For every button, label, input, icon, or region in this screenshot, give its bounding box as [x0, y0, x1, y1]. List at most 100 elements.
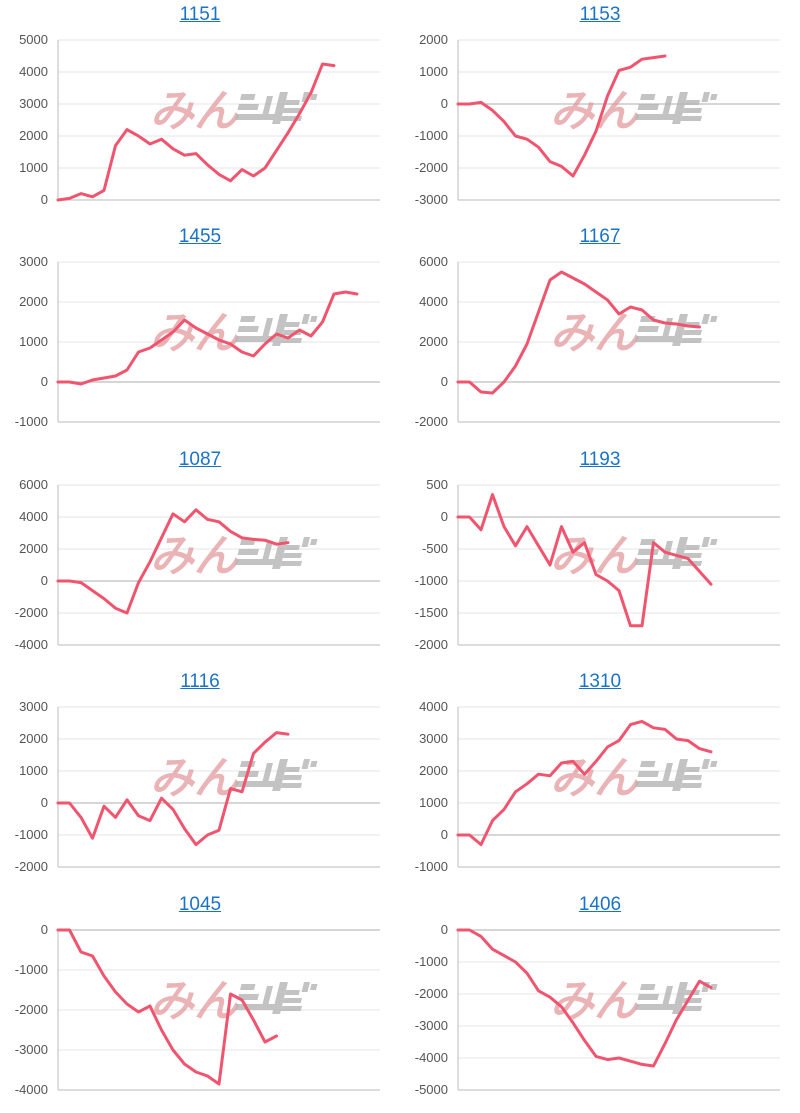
watermark-logo: みん: [550, 753, 718, 804]
watermark-logo: みん: [150, 308, 318, 359]
y-tick-label: -2000: [15, 1002, 48, 1017]
y-tick-label: 4000: [419, 699, 448, 714]
chart-panel: -4000 -3000 -2000 -1000 0 みん 1045: [0, 890, 400, 1112]
y-tick-label: -4000: [415, 1050, 448, 1065]
chart-title: 1087: [0, 449, 400, 471]
series-line: [456, 493, 713, 628]
svg-text:みん: みん: [550, 308, 640, 359]
chart-title: 1193: [400, 449, 800, 471]
chart-title: 1045: [0, 894, 400, 916]
y-tick-label: 5000: [19, 32, 48, 47]
y-tick-label: 0: [441, 509, 448, 524]
y-tick-label: -1000: [15, 827, 48, 842]
line-chart: -4000 -3000 -2000 -1000 0 みん: [15, 922, 380, 1097]
chart-title: 1167: [400, 226, 800, 248]
y-tick-label: -1000: [415, 128, 448, 143]
y-tick-label: 0: [41, 374, 48, 389]
chart-title-link[interactable]: 1193: [579, 449, 621, 470]
chart-panel: 0 1000 2000 3000 4000 5000 みん 1151: [0, 0, 400, 222]
chart-panel: -1000 0 1000 2000 3000 みん 1455: [0, 222, 400, 444]
line-chart: -4000 -2000 0 2000 4000 6000 みん: [15, 477, 380, 652]
watermark-logo: みん: [150, 753, 318, 804]
y-tick-label: -5000: [415, 1082, 448, 1097]
y-tick-label: -1000: [415, 954, 448, 969]
y-tick-label: 1000: [419, 795, 448, 810]
chart-title-link[interactable]: 1087: [178, 449, 222, 470]
y-tick-label: 0: [441, 374, 448, 389]
chart-title: 1151: [0, 4, 400, 26]
y-tick-label: -4000: [15, 1082, 48, 1097]
y-tick-label: 1000: [19, 160, 48, 175]
y-tick-label: -3000: [15, 1042, 48, 1057]
chart-panel: -5000 -4000 -3000 -2000 -1000 0 みん 1406: [400, 890, 800, 1112]
y-tick-label: 2000: [419, 32, 448, 47]
y-tick-label: 500: [426, 477, 448, 492]
svg-text:みん: みん: [150, 753, 240, 804]
y-tick-label: -1000: [415, 573, 448, 588]
y-tick-label: -4000: [15, 637, 48, 652]
y-tick-label: -1500: [415, 605, 448, 620]
y-tick-label: 3000: [19, 254, 48, 269]
series-line: [56, 928, 278, 1086]
svg-text:みん: みん: [150, 308, 240, 359]
series-line: [56, 731, 290, 847]
chart-panel: -3000 -2000 -1000 0 1000 2000 みん 1153: [400, 0, 800, 222]
series-line: [456, 270, 701, 395]
line-chart: -2000 -1000 0 1000 2000 3000 みん: [15, 699, 380, 874]
series-line: [56, 290, 359, 386]
y-tick-label: -3000: [415, 1018, 448, 1033]
y-tick-label: 6000: [419, 254, 448, 269]
y-tick-label: 0: [441, 96, 448, 111]
y-tick-label: -500: [422, 541, 448, 556]
chart-title-link[interactable]: 1406: [578, 894, 622, 915]
chart-title-link[interactable]: 1116: [180, 671, 220, 692]
line-chart: -2000 0 2000 4000 6000 みん: [415, 254, 780, 429]
chart-title: 1153: [400, 4, 800, 26]
line-chart: 0 1000 2000 3000 4000 5000 みん: [19, 32, 380, 207]
y-tick-label: 0: [441, 827, 448, 842]
series-line: [56, 508, 290, 615]
chart-title-link[interactable]: 1151: [179, 4, 221, 25]
svg-text:みん: みん: [550, 976, 640, 1027]
watermark-logo: みん: [550, 86, 718, 137]
y-tick-label: 3000: [419, 731, 448, 746]
watermark-logo: みん: [150, 86, 318, 137]
y-tick-label: 0: [41, 573, 48, 588]
y-tick-label: 0: [41, 922, 48, 937]
line-chart: -5000 -4000 -3000 -2000 -1000 0 みん: [415, 922, 780, 1097]
y-tick-label: 2000: [19, 541, 48, 556]
y-tick-label: 2000: [19, 731, 48, 746]
chart-title: 1116: [0, 671, 400, 693]
y-tick-label: 2000: [19, 128, 48, 143]
y-tick-label: -2000: [15, 605, 48, 620]
y-tick-label: 0: [41, 795, 48, 810]
line-chart: -1000 0 1000 2000 3000 4000 みん: [415, 699, 780, 874]
line-chart: -3000 -2000 -1000 0 1000 2000 みん: [415, 32, 780, 207]
y-tick-label: 1000: [19, 763, 48, 778]
y-tick-label: 3000: [19, 699, 48, 714]
watermark-logo: みん: [550, 531, 718, 582]
series-line: [456, 928, 713, 1068]
y-tick-label: 1000: [419, 64, 448, 79]
chart-title: 1310: [400, 671, 800, 693]
chart-title-link[interactable]: 1455: [178, 226, 222, 247]
y-tick-label: -1000: [415, 859, 448, 874]
y-tick-label: -2000: [415, 637, 448, 652]
y-tick-label: -2000: [15, 859, 48, 874]
series-line: [56, 62, 336, 202]
chart-title-link[interactable]: 1153: [579, 4, 621, 25]
y-tick-label: 4000: [419, 294, 448, 309]
y-tick-label: 0: [41, 192, 48, 207]
chart-panel: -2000 -1500 -1000 -500 0 500 みん 1193: [400, 445, 800, 667]
y-tick-label: 2000: [419, 763, 448, 778]
svg-text:みん: みん: [150, 976, 240, 1027]
watermark-logo: みん: [150, 976, 318, 1027]
chart-title-link[interactable]: 1045: [178, 894, 222, 915]
y-tick-label: 4000: [19, 509, 48, 524]
chart-panel: -1000 0 1000 2000 3000 4000 みん 1310: [400, 667, 800, 889]
chart-title-link[interactable]: 1310: [578, 671, 622, 692]
chart-title-link[interactable]: 1167: [579, 226, 621, 247]
svg-text:みん: みん: [550, 86, 640, 137]
y-tick-label: -1000: [15, 962, 48, 977]
